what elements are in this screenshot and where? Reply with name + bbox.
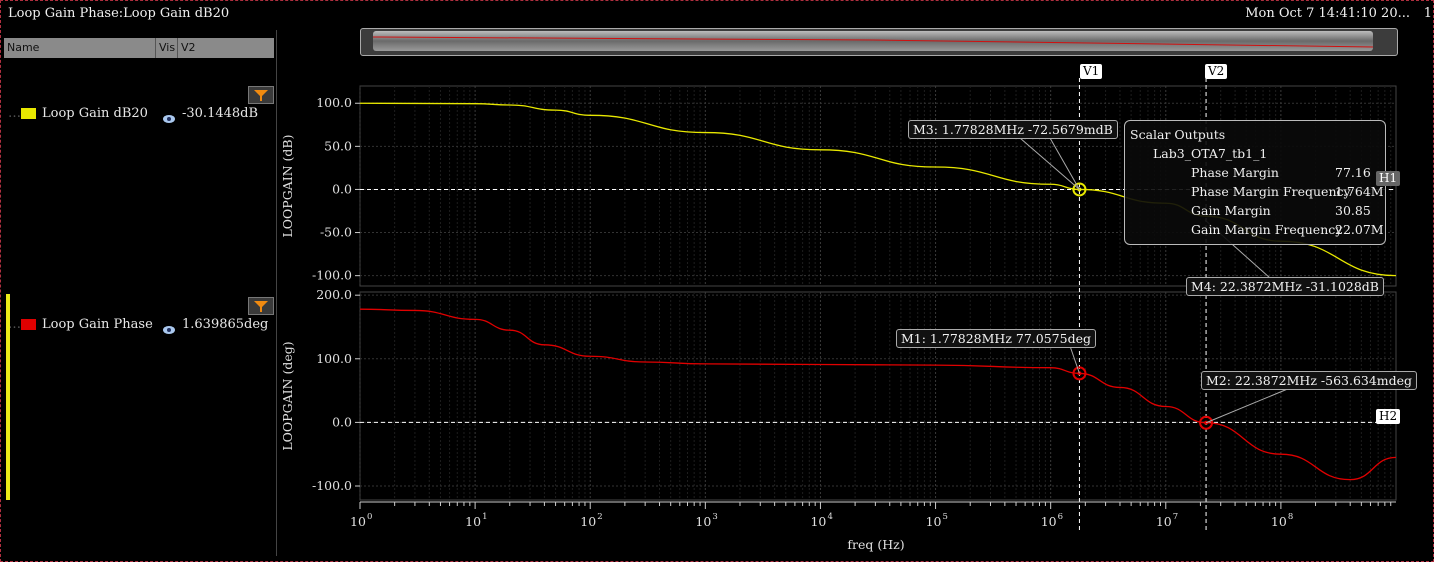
scroll-thumb[interactable] xyxy=(373,31,1373,51)
scalar-row-name: Gain Margin xyxy=(1191,203,1271,218)
scalar-outputs-box: Scalar Outputs Lab3_OTA7_tb1_1 Phase Mar… xyxy=(1124,120,1386,245)
signal-value: -30.1448dB xyxy=(182,106,259,121)
overview-scrollbar[interactable] xyxy=(360,28,1398,56)
scalar-row-value: 1.764M xyxy=(1335,184,1384,199)
eye-icon[interactable] xyxy=(162,109,176,128)
signal-panel: Name Vis V2 xyxy=(0,30,277,556)
filter-icon[interactable] xyxy=(248,297,274,315)
scalar-row-value: 30.85 xyxy=(1335,203,1371,218)
hmarker-tag-h2[interactable]: H2 xyxy=(1376,409,1401,424)
scalar-row-value: 77.16 xyxy=(1335,165,1371,180)
corner-text: 1 xyxy=(1423,6,1432,21)
marker-label-m2[interactable]: M2: 22.3872MHz -563.634mdeg xyxy=(1201,371,1418,390)
filter-icon[interactable] xyxy=(248,86,274,104)
vmarker-tag-v1[interactable]: V1 xyxy=(1080,64,1103,79)
signal-row-gain[interactable]: … Loop Gain dB20 xyxy=(8,106,148,121)
vmarker-tag-v2[interactable]: V2 xyxy=(1205,64,1228,79)
marker-label-m3[interactable]: M3: 1.77828MHz -72.5679mdB xyxy=(908,120,1118,139)
scalar-row-value: 22.07M xyxy=(1335,222,1384,237)
hmarker-tag-h1[interactable]: H1 xyxy=(1376,171,1401,186)
signal-color-swatch xyxy=(21,108,36,119)
marker-label-m4[interactable]: M4: 22.3872MHz -31.1028dB xyxy=(1186,277,1384,296)
window-title: Loop Gain Phase:Loop Gain dB20 xyxy=(8,6,230,21)
header-vis[interactable]: Vis xyxy=(156,38,178,58)
scalar-row-name: Gain Margin Frequency xyxy=(1191,222,1343,237)
signal-name: Loop Gain dB20 xyxy=(42,106,148,121)
scalar-outputs-test: Lab3_OTA7_tb1_1 xyxy=(1153,146,1268,161)
datetime: Mon Oct 7 14:41:10 20... xyxy=(1245,6,1410,21)
scalar-row-name: Phase Margin Frequency xyxy=(1191,184,1351,199)
signal-table-header: Name Vis V2 xyxy=(4,38,274,58)
header-v2[interactable]: V2 xyxy=(181,41,196,54)
scalar-row-name: Phase Margin xyxy=(1191,165,1279,180)
signal-color-swatch xyxy=(21,319,36,330)
marker-label-m1[interactable]: M1: 1.77828MHz 77.0575deg xyxy=(896,329,1096,348)
scalar-outputs-title: Scalar Outputs xyxy=(1130,127,1226,142)
signal-row-phase[interactable]: … Loop Gain Phase xyxy=(8,317,153,332)
signal-value: 1.639865deg xyxy=(182,317,269,332)
selection-indicator xyxy=(6,294,10,500)
signal-name: Loop Gain Phase xyxy=(42,317,153,332)
eye-icon[interactable] xyxy=(162,320,176,339)
header-name[interactable]: Name xyxy=(4,38,156,58)
